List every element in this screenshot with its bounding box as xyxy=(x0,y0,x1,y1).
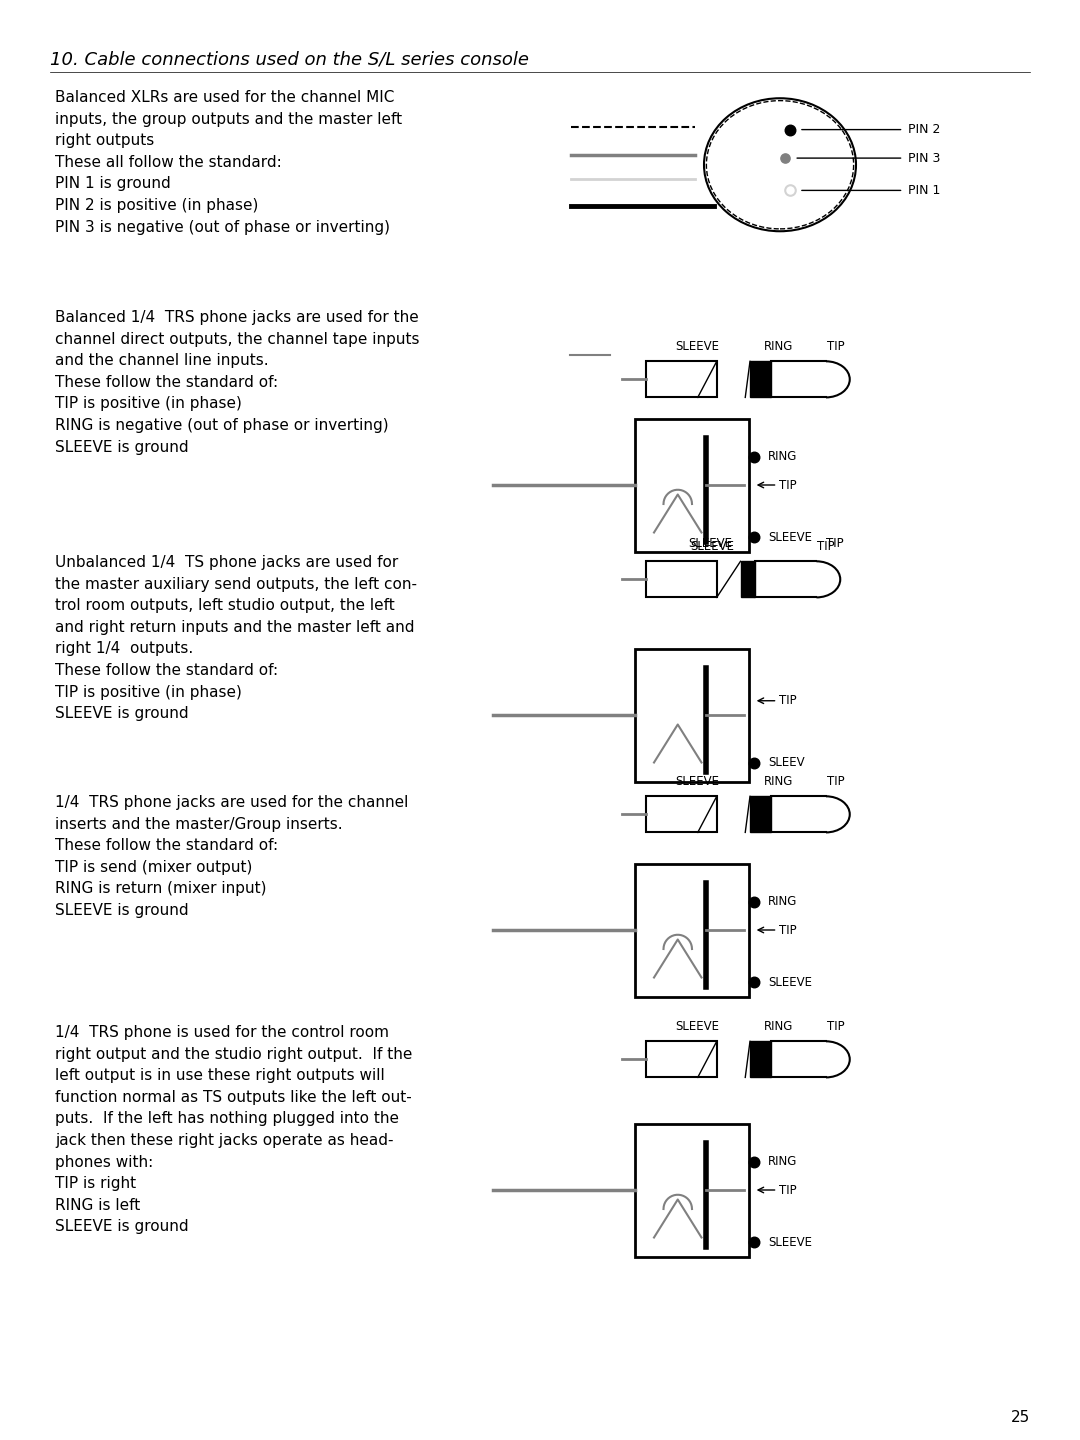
Text: SLEEVE: SLEEVE xyxy=(676,1020,719,1032)
Text: TIP: TIP xyxy=(780,1184,797,1197)
Bar xyxy=(750,361,771,397)
Text: PIN 3: PIN 3 xyxy=(908,151,941,164)
Text: SLEEV: SLEEV xyxy=(768,756,805,769)
Text: SLEEVE: SLEEVE xyxy=(676,775,719,788)
Text: RING: RING xyxy=(768,1155,797,1168)
Text: SLEEVE: SLEEVE xyxy=(768,531,812,544)
Text: SLEEVE: SLEEVE xyxy=(688,537,732,550)
Text: Unbalanced 1/4  TS phone jacks are used for
the master auxiliary send outputs, t: Unbalanced 1/4 TS phone jacks are used f… xyxy=(55,554,417,721)
Text: SLEEVE: SLEEVE xyxy=(768,1236,812,1248)
Text: RING: RING xyxy=(768,896,797,909)
Text: SLEEVE: SLEEVE xyxy=(690,540,734,553)
Text: TIP: TIP xyxy=(826,1020,845,1032)
Text: TIP: TIP xyxy=(818,540,835,553)
Text: PIN 1: PIN 1 xyxy=(908,184,941,197)
Text: RING: RING xyxy=(768,449,797,464)
Bar xyxy=(750,1041,771,1077)
Text: TIP: TIP xyxy=(780,478,797,491)
Text: 1/4  TRS phone is used for the control room
right output and the studio right ou: 1/4 TRS phone is used for the control ro… xyxy=(55,1025,413,1234)
Text: SLEEVE: SLEEVE xyxy=(676,340,719,353)
Text: 10. Cable connections used on the S/L series console: 10. Cable connections used on the S/L se… xyxy=(50,50,529,68)
Text: 25: 25 xyxy=(1011,1410,1030,1426)
Bar xyxy=(635,419,750,552)
Bar xyxy=(635,1123,750,1257)
Text: TIP: TIP xyxy=(826,537,843,550)
Text: TIP: TIP xyxy=(780,923,797,936)
Text: RING: RING xyxy=(764,1020,793,1032)
Text: RING: RING xyxy=(764,775,793,788)
Bar xyxy=(635,864,750,996)
Text: Balanced 1/4  TRS phone jacks are used for the
channel direct outputs, the chann: Balanced 1/4 TRS phone jacks are used fo… xyxy=(55,310,419,455)
Text: SLEEVE: SLEEVE xyxy=(768,976,812,989)
Bar xyxy=(646,562,717,598)
Text: TIP: TIP xyxy=(780,694,797,707)
Bar xyxy=(741,562,755,598)
Text: 1/4  TRS phone jacks are used for the channel
inserts and the master/Group inser: 1/4 TRS phone jacks are used for the cha… xyxy=(55,795,408,919)
Bar xyxy=(646,361,717,397)
Bar xyxy=(635,648,750,782)
Text: PIN 2: PIN 2 xyxy=(908,122,941,137)
Bar xyxy=(750,796,771,832)
Text: TIP: TIP xyxy=(826,775,845,788)
Text: RING: RING xyxy=(764,340,793,353)
Text: TIP: TIP xyxy=(826,340,845,353)
Bar xyxy=(646,796,717,832)
Bar xyxy=(646,1041,717,1077)
Text: Balanced XLRs are used for the channel MIC
inputs, the group outputs and the mas: Balanced XLRs are used for the channel M… xyxy=(55,91,402,235)
